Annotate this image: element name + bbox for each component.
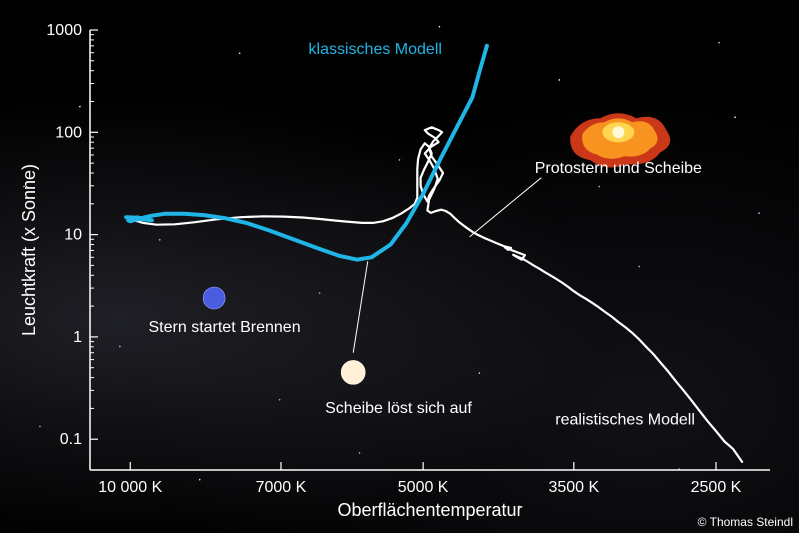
y-tick-label: 1000 xyxy=(46,22,82,39)
disk-dissolves-leader xyxy=(353,261,368,353)
plot-svg: 0.1 1 10 100 1000 Leuchtkraft (x Sonne) 10 000… xyxy=(0,0,799,533)
x-tick-label: 7000 K xyxy=(256,479,307,496)
disk-dissolves-label: Scheibe löst sich auf xyxy=(325,400,472,417)
credit-text: © Thomas Steindl xyxy=(698,515,793,529)
chart-stage: 0.1 1 10 100 1000 Leuchtkraft (x Sonne) 10 000… xyxy=(0,0,799,533)
star-burning-marker xyxy=(203,287,225,309)
classical-model-track xyxy=(126,46,487,260)
classical-model-label: klassisches Modell xyxy=(309,41,442,58)
realistic-model-label: realistisches Modell xyxy=(555,411,695,428)
protostar-leader xyxy=(470,178,542,237)
x-tick-label: 10 000 K xyxy=(98,479,162,496)
y-axis-label: Leuchtkraft (x Sonne) xyxy=(19,164,39,336)
x-tick-label: 2500 K xyxy=(691,479,742,496)
star-burning-label: Stern startet Brennen xyxy=(149,319,301,336)
x-tick-label: 3500 K xyxy=(548,479,599,496)
y-tick-label: 100 xyxy=(55,124,82,141)
disk-dissolves-marker xyxy=(341,360,365,384)
x-tick-label: 5000 K xyxy=(398,479,449,496)
y-tick-label: 0.1 xyxy=(60,431,82,448)
y-tick-label: 1 xyxy=(73,329,82,346)
x-axis-label: Oberflächentemperatur xyxy=(337,500,522,520)
protostar-disk-label: Protostern und Scheibe xyxy=(535,160,702,177)
y-tick-label: 10 xyxy=(64,227,82,244)
